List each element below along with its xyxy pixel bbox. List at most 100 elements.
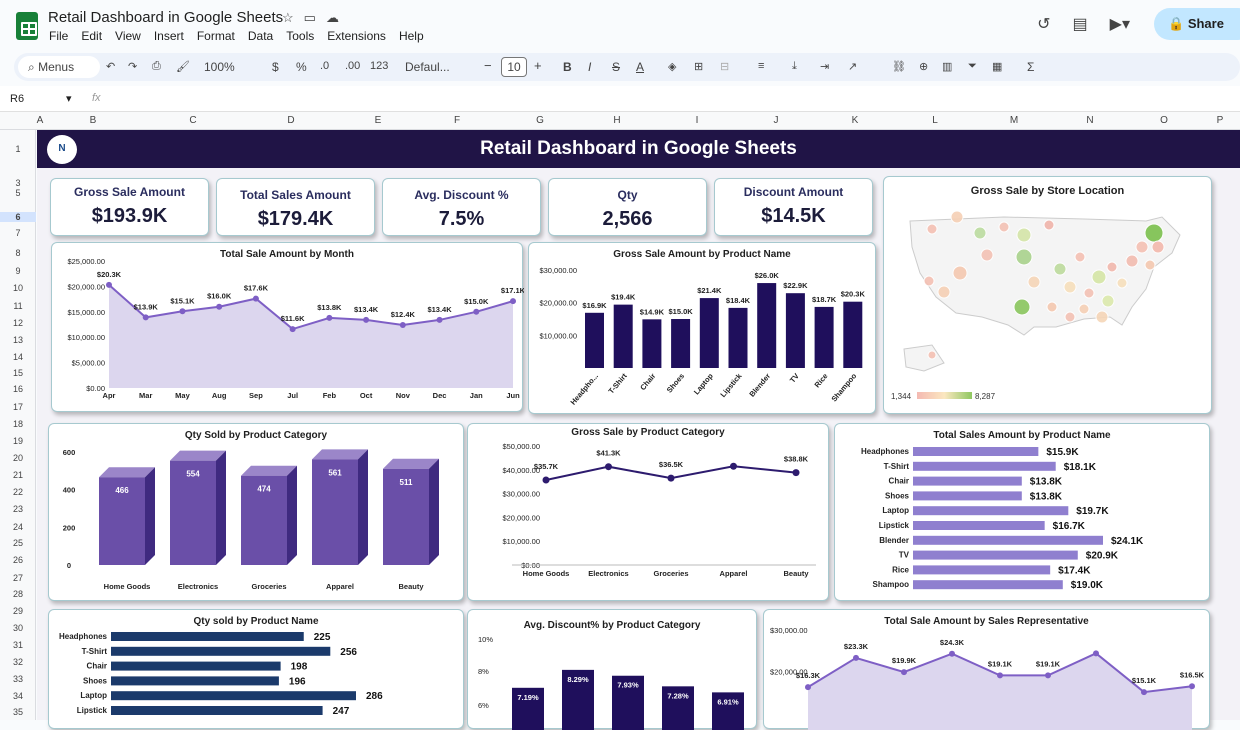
data-point[interactable]	[436, 316, 443, 323]
bar[interactable]	[913, 461, 1056, 471]
bar[interactable]	[814, 306, 834, 368]
map-location-bubble[interactable]	[927, 350, 937, 360]
row-header-31[interactable]: 31	[12, 640, 23, 650]
row-header-8[interactable]: 8	[15, 248, 21, 258]
comments-icon[interactable]: ▤	[1072, 16, 1088, 33]
data-point[interactable]	[252, 295, 259, 302]
increase-font-size-icon[interactable]: +	[534, 58, 542, 73]
filter-views-icon[interactable]: ▦	[992, 61, 1003, 73]
italic-icon[interactable]: I	[588, 60, 592, 74]
row-header-6[interactable]: 6	[0, 212, 36, 222]
column-header-D[interactable]: D	[287, 115, 295, 126]
row-header-26[interactable]: 26	[12, 555, 23, 565]
menu-tools[interactable]: Tools	[286, 29, 315, 43]
map-location-bubble[interactable]	[1074, 251, 1086, 263]
chart-card-month[interactable]: Total Sale Amount by Month $0.00 $5,000.00…	[51, 242, 524, 412]
bar[interactable]	[312, 459, 358, 565]
chart-card-discount-category[interactable]: Avg. Discount% by Product Category 10% 8% 6…	[467, 609, 757, 730]
row-header-29[interactable]: 29	[12, 606, 23, 616]
map-location-bubble[interactable]	[1125, 254, 1139, 268]
row-header-14[interactable]: 14	[12, 352, 23, 362]
row-header-9[interactable]: 9	[15, 266, 21, 276]
data-point[interactable]	[326, 314, 333, 321]
map-location-bubble[interactable]	[1101, 294, 1115, 308]
map-location-bubble[interactable]	[1078, 303, 1090, 315]
map-location-bubble[interactable]	[1016, 227, 1032, 243]
insert-comment-icon[interactable]: ⊕	[919, 61, 929, 73]
menu-format[interactable]: Format	[196, 29, 235, 43]
data-point[interactable]	[949, 650, 955, 657]
map-location-bubble[interactable]	[1151, 240, 1165, 254]
row-header-24[interactable]: 24	[12, 522, 23, 532]
bar[interactable]	[111, 661, 281, 671]
data-point[interactable]	[997, 672, 1003, 679]
filter-icon[interactable]: ⏷	[968, 60, 977, 72]
data-point[interactable]	[142, 314, 149, 321]
text-color-icon[interactable]: A	[636, 60, 645, 74]
map-location-bubble[interactable]	[1106, 261, 1118, 273]
chart-card-qty-category[interactable]: Qty Sold by Product Category 0 200 400 600 46…	[48, 423, 464, 601]
bar[interactable]	[111, 632, 304, 641]
data-point[interactable]	[901, 669, 907, 676]
menu-extensions[interactable]: Extensions	[327, 29, 386, 43]
menu-help[interactable]: Help	[398, 29, 424, 43]
name-box-dropdown-icon[interactable]: ▾	[66, 93, 72, 105]
bar[interactable]	[613, 304, 633, 368]
bar[interactable]	[757, 283, 777, 368]
bar[interactable]	[785, 293, 805, 368]
print-icon[interactable]: ⎙	[152, 60, 161, 72]
data-point[interactable]	[510, 298, 516, 305]
row-header-1[interactable]: 1	[15, 144, 21, 154]
bar[interactable]	[111, 706, 323, 715]
row-header-20[interactable]: 20	[12, 453, 23, 463]
data-point[interactable]	[289, 326, 296, 333]
column-header-P[interactable]: P	[1216, 115, 1224, 126]
column-header-F[interactable]: F	[453, 115, 461, 126]
bar[interactable]	[111, 691, 356, 701]
strikethrough-icon[interactable]: S	[612, 60, 621, 74]
font-size-input[interactable]: 10	[501, 57, 527, 77]
map-location-bubble[interactable]	[973, 226, 987, 240]
column-header-M[interactable]: M	[1009, 115, 1019, 126]
data-point[interactable]	[1141, 689, 1147, 696]
row-header-3[interactable]: 3	[15, 178, 21, 188]
font-select[interactable]: Defaul...	[405, 60, 450, 74]
column-header-N[interactable]: N	[1086, 115, 1094, 126]
paint-format-icon[interactable]: 🖌	[176, 61, 190, 73]
chart-card-gross-product[interactable]: Gross Sale Amount by Product Name $10,000…	[528, 242, 876, 414]
meet-video-icon[interactable]: ▶▾	[1109, 16, 1130, 33]
row-header-22[interactable]: 22	[12, 487, 23, 497]
column-header-A[interactable]: A	[36, 115, 44, 126]
map-location-bubble[interactable]	[1116, 277, 1128, 289]
bar[interactable]	[913, 521, 1045, 530]
zoom-select[interactable]: 100%	[204, 60, 235, 74]
version-history-icon[interactable]: ↺	[1037, 16, 1051, 33]
map-location-bubble[interactable]	[1053, 262, 1067, 276]
decrease-decimal-button[interactable]: .0	[320, 60, 330, 72]
map-location-bubble[interactable]	[1064, 311, 1076, 323]
row-header-33[interactable]: 33	[12, 674, 23, 684]
row-header-5[interactable]: 5	[15, 188, 21, 198]
undo-icon[interactable]: ↶	[106, 61, 116, 73]
data-point[interactable]	[473, 308, 480, 315]
vertical-align-icon[interactable]: ⤓	[792, 60, 797, 72]
bar[interactable]	[99, 477, 145, 565]
data-point[interactable]	[667, 474, 675, 482]
column-header-L[interactable]: L	[932, 115, 938, 126]
map-location-bubble[interactable]	[952, 265, 968, 281]
column-header-O[interactable]: O	[1160, 115, 1168, 126]
kpi-qty[interactable]: Qty 2,566	[548, 178, 707, 236]
row-header-10[interactable]: 10	[12, 283, 23, 293]
data-point[interactable]	[179, 308, 186, 315]
menu-insert[interactable]: Insert	[153, 29, 184, 43]
sheets-logo-icon[interactable]	[16, 12, 38, 40]
data-point[interactable]	[730, 462, 737, 470]
kpi-gross-sale[interactable]: Gross Sale Amount $193.9K	[50, 178, 209, 236]
menu-view[interactable]: View	[115, 29, 141, 43]
kpi-discount-amount[interactable]: Discount Amount $14.5K	[714, 178, 873, 236]
map-location-bubble[interactable]	[1063, 280, 1077, 294]
menu-data[interactable]: Data	[247, 29, 274, 43]
column-header-H[interactable]: H	[613, 115, 621, 126]
bar[interactable]	[383, 468, 429, 565]
menu-file[interactable]: File	[49, 29, 69, 43]
